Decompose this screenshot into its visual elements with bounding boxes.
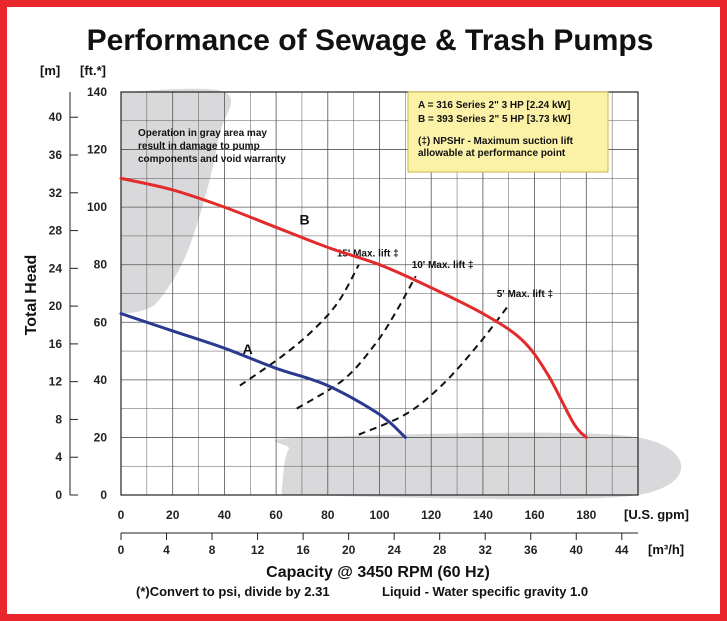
y-tick-label-ft: 140 xyxy=(87,85,107,99)
npshr-line-2: allowable at performance point xyxy=(418,148,566,159)
y-tick-label-ft: 120 xyxy=(87,143,107,157)
npshr-line-1: (‡) NPSHr - Maximum suction lift xyxy=(418,136,574,147)
legend-line-b: B = 393 Series 2" 5 HP [3.73 kW] xyxy=(418,114,571,125)
y-tick-label-m: 28 xyxy=(49,224,63,238)
gray-warning-note: Operation in gray area may result in dam… xyxy=(138,128,286,165)
lift-lines: 15' Max. lift ‡ 10' Max. lift ‡ 5' Max. li… xyxy=(239,249,553,436)
y-tick-label-ft: 0 xyxy=(100,488,107,502)
x-tick-label-m3h: 28 xyxy=(433,543,447,557)
x-tick-label-gpm: 20 xyxy=(166,508,180,522)
legend-line-a: A = 316 Series 2" 3 HP [2.24 kW] xyxy=(418,100,570,111)
y-tick-label-ft: 80 xyxy=(94,258,108,272)
x-tick-label-m3h: 20 xyxy=(342,543,356,557)
x-axis-title: Capacity @ 3450 RPM (60 Hz) xyxy=(266,564,490,581)
y-tick-label-m: 16 xyxy=(49,337,63,351)
y-tick-label-ft: 100 xyxy=(87,200,107,214)
y-tick-label-m: 32 xyxy=(49,186,63,200)
footer-convert-note: (*)Convert to psi, divide by 2.31 xyxy=(136,584,330,599)
y-tick-label-m: 24 xyxy=(49,261,63,275)
x-tick-label-gpm: 60 xyxy=(269,508,283,522)
lift-line-1 xyxy=(239,264,360,387)
x-tick-label-gpm: 140 xyxy=(473,508,493,522)
curve-labels: AB xyxy=(243,211,310,357)
chart-title: Performance of Sewage & Trash Pumps xyxy=(87,24,654,57)
x-tick-label-gpm: 160 xyxy=(525,508,545,522)
y-tick-label-m: 0 xyxy=(55,488,62,502)
lift-line-2 xyxy=(296,275,417,410)
y-tick-label-ft: 40 xyxy=(94,373,108,387)
gray-warning-line-1: Operation in gray area may xyxy=(138,128,267,139)
lift-line-3 xyxy=(358,304,510,436)
series-lines xyxy=(119,176,588,439)
y-unit-primary: [ft.*] xyxy=(80,63,106,78)
curve-label-b: B xyxy=(299,211,309,227)
series-line-b xyxy=(119,176,588,439)
x-tick-label-m3h: 0 xyxy=(118,543,125,557)
plot-area-frame xyxy=(120,91,639,496)
x-tick-label-gpm: 0 xyxy=(118,508,125,522)
x-tick-label-gpm: 100 xyxy=(369,508,389,522)
x-tick-label-gpm: 80 xyxy=(321,508,335,522)
x-unit-primary: [U.S. gpm] xyxy=(624,507,689,522)
y-tick-label-m: 12 xyxy=(49,375,63,389)
x-unit-secondary: [m³/h] xyxy=(648,542,684,557)
y-tick-label-ft: 60 xyxy=(94,315,108,329)
footer-liquid-note: Liquid - Water specific gravity 1.0 xyxy=(382,584,588,599)
y-tick-label-m: 40 xyxy=(49,110,63,124)
x-tick-label-m3h: 44 xyxy=(615,543,629,557)
y-tick-label-ft: 20 xyxy=(94,430,108,444)
lift-line-label-2: 10' Max. lift ‡ xyxy=(412,260,474,271)
x-tick-label-m3h: 16 xyxy=(296,543,310,557)
legend-background xyxy=(407,91,609,173)
lift-line-label-3: 5' Max. lift ‡ xyxy=(497,289,553,300)
series-line-a xyxy=(119,312,407,439)
y-axis-title: Total Head xyxy=(23,255,40,336)
y-tick-label-m: 8 xyxy=(55,412,62,426)
y-tick-label-m: 20 xyxy=(49,299,63,313)
legend-box: A = 316 Series 2" 3 HP [2.24 kW] B = 393… xyxy=(407,91,609,173)
x-tick-label-gpm: 40 xyxy=(218,508,232,522)
gray-warning-line-3: components and void warranty xyxy=(138,154,286,165)
y-tick-label-m: 36 xyxy=(49,148,63,162)
x-tick-label-gpm: 180 xyxy=(576,508,596,522)
x-tick-label-gpm: 120 xyxy=(421,508,441,522)
x-tick-label-m3h: 32 xyxy=(479,543,493,557)
x-tick-label-m3h: 12 xyxy=(251,543,265,557)
x-tick-label-m3h: 4 xyxy=(163,543,170,557)
lift-line-label-1: 15' Max. lift ‡ xyxy=(337,249,399,260)
y-tick-label-m: 4 xyxy=(55,450,62,464)
gray-region-1 xyxy=(121,88,232,314)
curve-label-a: A xyxy=(243,341,253,357)
x-tick-label-m3h: 40 xyxy=(570,543,584,557)
gray-warning-line-2: result in damage to pump xyxy=(138,141,260,152)
y-unit-secondary: [m] xyxy=(40,63,60,78)
x-tick-label-m3h: 8 xyxy=(209,543,216,557)
x-tick-label-m3h: 36 xyxy=(524,543,538,557)
x-tick-label-m3h: 24 xyxy=(387,543,401,557)
